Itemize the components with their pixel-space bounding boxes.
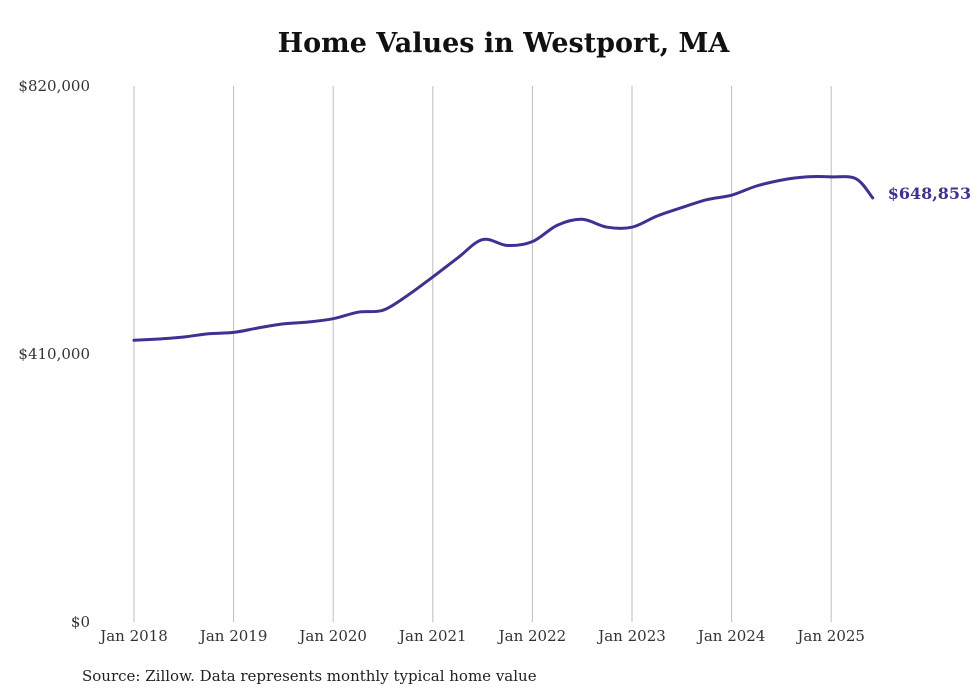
x-tick-label: Jan 2022 [497,627,567,645]
x-tick-label: Jan 2024 [696,627,766,645]
x-tick-label: Jan 2020 [297,627,367,645]
y-tick-label: $820,000 [18,77,90,95]
y-tick-label: $410,000 [18,345,90,363]
annotation-layer: $648,853 [888,184,972,203]
series-layer [132,175,875,342]
y-axis-ticks: $0 $410,000 $820,000 [18,77,90,631]
x-tick-label: Jan 2023 [596,627,666,645]
gridlines [133,86,832,622]
x-tick-label: Jan 2025 [795,627,865,645]
x-tick-label: Jan 2019 [198,627,268,645]
home-value-line [132,175,875,342]
line-chart: $0$410,000$820,000 Jan 2018 Jan 2019 Jan 2… [18,77,972,645]
x-axis-ticks: Jan 2018 Jan 2019 Jan 2020 Jan 2021 Jan 2022… [98,627,865,645]
y-tick-label: $0 [71,613,90,631]
x-tick-label: Jan 2018 [98,627,168,645]
chart-title: Home Values in Westport, MA [277,28,730,59]
end-value-label: $648,853 [888,184,972,203]
x-tick-label: Jan 2021 [397,627,467,645]
source-note: Source: Zillow. Data represents monthly … [82,667,537,685]
